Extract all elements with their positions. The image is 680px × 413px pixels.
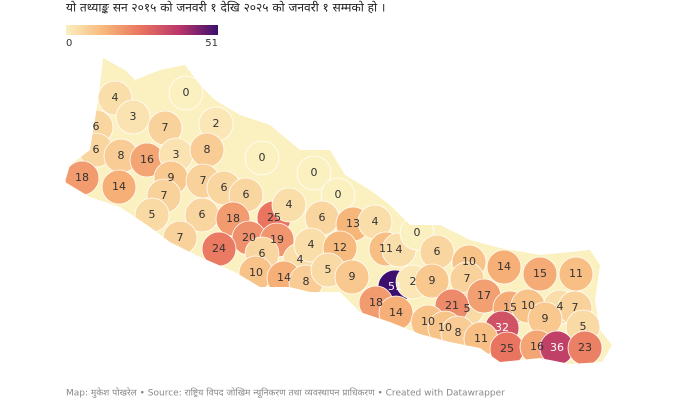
district-label: 15 <box>503 301 517 314</box>
district-label: 4 <box>297 253 304 266</box>
legend-max: 51 <box>205 38 218 49</box>
district-label: 16 <box>140 153 154 166</box>
district-label: 7 <box>177 231 184 244</box>
district-label: 0 <box>183 86 190 99</box>
district-label: 18 <box>369 296 383 309</box>
district <box>567 330 603 364</box>
district-label: 4 <box>396 243 403 256</box>
district-label: 4 <box>372 215 379 228</box>
district-label: 6 <box>93 120 100 133</box>
district <box>115 99 151 135</box>
district-label: 18 <box>75 171 89 184</box>
district-label: 9 <box>168 171 175 184</box>
district-label: 3 <box>130 110 137 123</box>
district-label: 21 <box>445 299 459 312</box>
district-label: 5 <box>580 320 587 333</box>
district-label: 6 <box>93 143 100 156</box>
district-label: 25 <box>500 342 514 355</box>
district-label: 7 <box>162 121 169 134</box>
district-label: 5 <box>464 302 471 315</box>
district-label: 5 <box>325 263 332 276</box>
district-label: 51 <box>388 280 402 293</box>
district <box>486 249 522 285</box>
district-label: 4 <box>308 238 315 251</box>
district-label: 3 <box>173 148 180 161</box>
district-label: 32 <box>495 321 509 334</box>
district-label: 11 <box>569 267 583 280</box>
district-label: 0 <box>311 166 318 179</box>
district-label: 0 <box>335 188 342 201</box>
subtitle: यो तथ्याङ्क सन २०१५ को जनवरी १ देखि २०२५… <box>66 1 385 15</box>
district <box>296 155 332 191</box>
district-label: 23 <box>578 341 592 354</box>
district-label: 4 <box>557 300 564 313</box>
district-label: 9 <box>542 312 549 325</box>
district-label: 9 <box>349 270 356 283</box>
district-label: 14 <box>277 271 291 284</box>
district-label: 25 <box>267 211 281 224</box>
district-label: 10 <box>462 255 476 268</box>
district-label: 7 <box>572 301 579 314</box>
district-label: 8 <box>204 143 211 156</box>
district-label: 2 <box>410 275 417 288</box>
district-label: 5 <box>149 208 156 221</box>
legend-bar <box>66 25 218 35</box>
district-label: 6 <box>243 188 250 201</box>
district-label: 10 <box>421 315 435 328</box>
district <box>168 75 204 111</box>
district-label: 20 <box>242 231 256 244</box>
district-label: 8 <box>118 149 125 162</box>
district-label: 10 <box>521 299 535 312</box>
district-label: 7 <box>200 174 207 187</box>
district-label: 12 <box>333 241 347 254</box>
district-label: 7 <box>161 189 168 202</box>
legend-min: 0 <box>66 38 72 49</box>
district-label: 14 <box>389 306 403 319</box>
district-label: 6 <box>199 208 206 221</box>
district-label: 9 <box>429 274 436 287</box>
district-label: 10 <box>249 266 263 279</box>
district-label: 18 <box>226 212 240 225</box>
district-label: 11 <box>379 242 393 255</box>
district <box>334 259 370 295</box>
district-label: 19 <box>270 233 284 246</box>
district <box>271 187 307 223</box>
district <box>244 140 280 176</box>
district-label: 8 <box>303 275 310 288</box>
district-label: 13 <box>346 217 360 230</box>
district-label: 6 <box>434 245 441 258</box>
district <box>414 263 450 299</box>
district <box>522 256 558 292</box>
district-label: 2 <box>213 117 220 130</box>
district-label: 17 <box>477 289 491 302</box>
district-label: 4 <box>286 198 293 211</box>
district-label: 4 <box>112 91 119 104</box>
district-label: 36 <box>550 341 564 354</box>
district-label: 0 <box>414 226 421 239</box>
district-label: 14 <box>112 180 126 193</box>
district-label: 15 <box>533 267 547 280</box>
district-label: 14 <box>497 260 511 273</box>
district-label: 11 <box>474 332 488 345</box>
district-label: 6 <box>259 247 266 260</box>
footer: Map: मुकेश पोखरेल • Source: राष्ट्रिय वि… <box>66 387 505 399</box>
district-label: 7 <box>464 272 471 285</box>
district-label: 24 <box>212 242 226 255</box>
district-label: 10 <box>438 321 452 334</box>
district-label: 6 <box>221 181 228 194</box>
district-label: 0 <box>259 151 266 164</box>
district <box>101 169 137 205</box>
district-label: 6 <box>319 211 326 224</box>
district-label: 8 <box>455 326 462 339</box>
district-label: 16 <box>530 340 544 353</box>
